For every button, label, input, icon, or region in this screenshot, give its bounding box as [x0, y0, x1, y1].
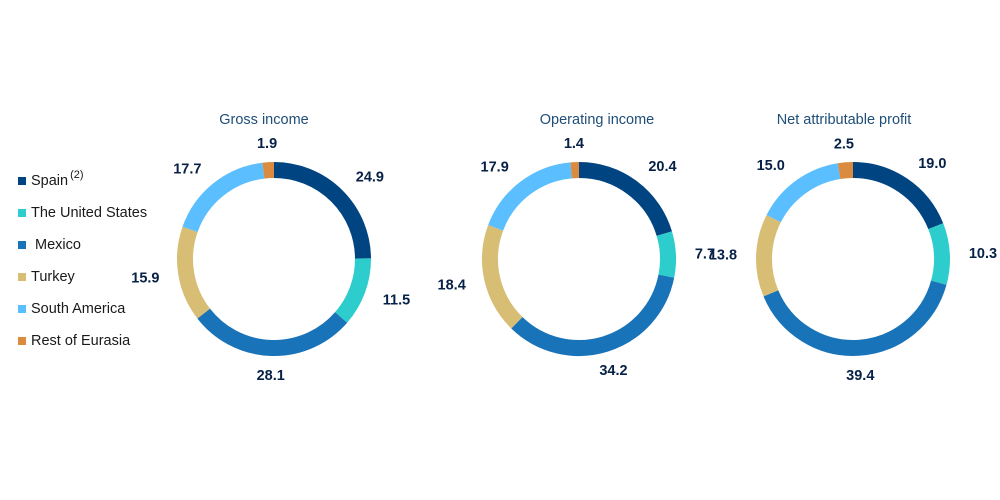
legend-label-mexico: Mexico — [31, 237, 81, 253]
data-label-the-united-states: 7.7 — [695, 247, 715, 263]
legend-item-spain: Spain (2) — [18, 165, 147, 197]
data-label-turkey: 15.9 — [131, 271, 159, 287]
legend: Spain (2) The United States Mexico Turke… — [18, 165, 147, 357]
slice-the-united-states — [656, 231, 676, 278]
slice-mexico — [197, 308, 348, 356]
slice-south-america — [766, 163, 841, 223]
data-label-mexico: 34.2 — [599, 363, 627, 379]
legend-label-turkey: Turkey — [31, 269, 75, 285]
legend-label-south-america: South America — [31, 301, 126, 317]
slice-spain — [273, 162, 371, 259]
data-label-mexico: 28.1 — [257, 368, 285, 384]
legend-label-united-states: The United States — [31, 205, 148, 221]
data-label-spain: 24.9 — [356, 170, 384, 186]
legend-label-spain: Spain — [31, 173, 69, 189]
data-label-the-united-states: 11.5 — [383, 292, 410, 308]
donut-net-attributable-profit: Net attributable profit 19.0 10.3 39.4 13.8 1… — [709, 112, 997, 384]
legend-swatch-mexico — [18, 241, 26, 249]
slice-turkey — [482, 225, 523, 329]
legend-swatch-turkey — [18, 273, 26, 281]
chart-title: Net attributable profit — [777, 112, 912, 128]
chart-title: Gross income — [219, 112, 308, 128]
slice-the-united-states — [928, 223, 950, 285]
slice-south-america — [182, 162, 265, 233]
legend-swatch-united-states — [18, 209, 26, 217]
data-label-turkey: 18.4 — [438, 277, 466, 293]
legend-swatch-spain — [18, 177, 26, 185]
slice-turkey — [177, 226, 211, 319]
legend-item-rest-of-eurasia: Rest of Eurasia — [18, 325, 147, 357]
data-label-south-america: 17.7 — [173, 161, 201, 177]
slice-mexico — [511, 274, 675, 356]
slice-rest-of-eurasia — [837, 162, 854, 180]
donut-gross-income: Gross income 24.9 11.5 28.1 15.9 17.7 1.9 — [131, 112, 410, 384]
data-label-spain: 20.4 — [648, 159, 676, 175]
data-label-spain: 19.0 — [918, 156, 946, 172]
chart-title: Operating income — [540, 112, 654, 128]
data-label-turkey: 13.8 — [709, 248, 737, 264]
slice-the-united-states — [334, 258, 371, 323]
donut-operating-income: Operating income 20.4 7.7 34.2 18.4 17.9 1.4 — [438, 112, 715, 379]
data-label-rest-of-eurasia: 1.9 — [257, 136, 277, 152]
slice-rest-of-eurasia — [262, 162, 275, 179]
data-label-rest-of-eurasia: 2.5 — [834, 136, 854, 152]
slice-south-america — [488, 162, 573, 231]
legend-item-mexico: Mexico — [18, 229, 147, 261]
legend-item-south-america: South America — [18, 293, 147, 325]
legend-label-rest-of-eurasia: Rest of Eurasia — [31, 333, 131, 349]
slice-mexico — [763, 280, 947, 356]
data-label-south-america: 15.0 — [757, 158, 785, 174]
slice-turkey — [756, 214, 781, 297]
legend-swatch-south-america — [18, 305, 26, 313]
slice-spain — [578, 162, 672, 237]
legend-superscript-spain: (2) — [70, 169, 84, 181]
legend-item-turkey: Turkey — [18, 261, 147, 293]
data-label-south-america: 17.9 — [481, 160, 509, 176]
slice-spain — [852, 162, 944, 230]
data-label-the-united-states: 10.3 — [969, 246, 997, 262]
legend-swatch-rest-of-eurasia — [18, 337, 26, 345]
data-label-rest-of-eurasia: 1.4 — [564, 136, 584, 152]
data-label-mexico: 39.4 — [846, 368, 874, 384]
legend-item-united-states: The United States — [18, 197, 147, 229]
